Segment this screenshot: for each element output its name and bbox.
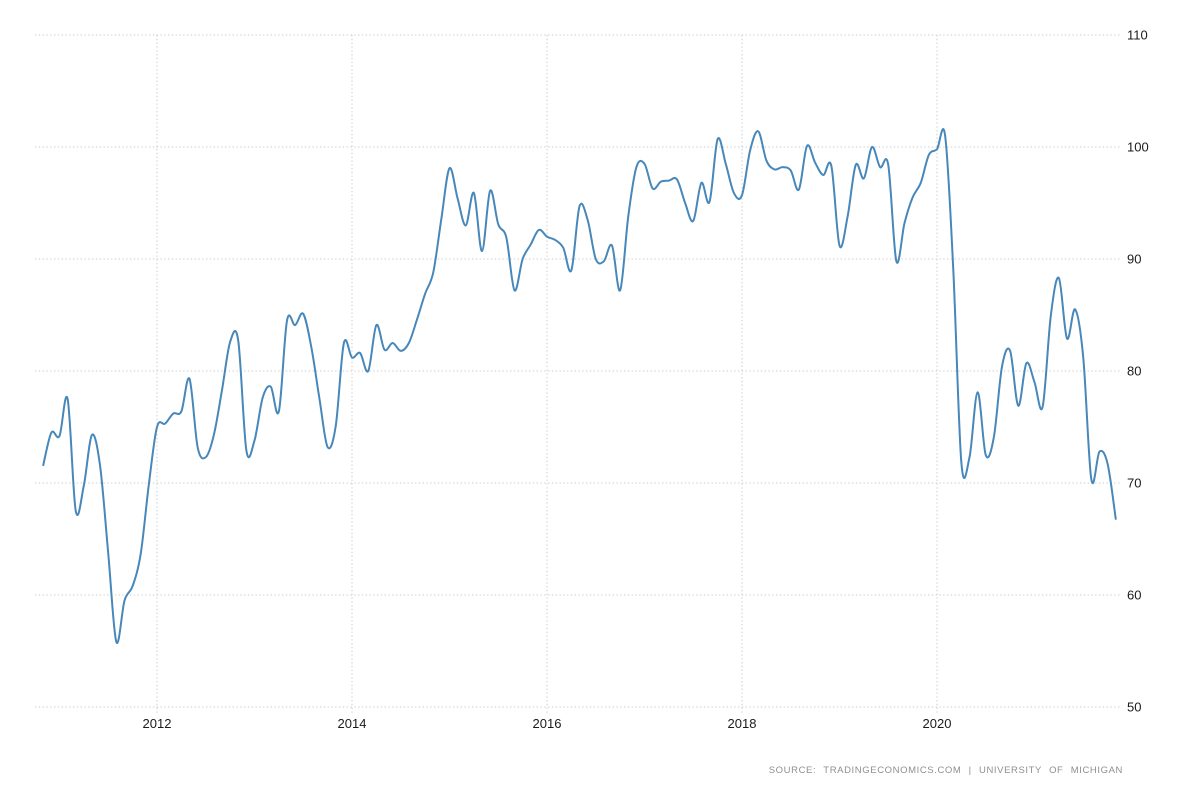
y-axis-tick-label: 80 xyxy=(1127,364,1141,379)
y-axis-tick-label: 60 xyxy=(1127,588,1141,603)
y-axis-tick-label: 90 xyxy=(1127,252,1141,267)
x-axis-tick-label: 2020 xyxy=(923,716,952,731)
x-axis-tick-label: 2012 xyxy=(143,716,172,731)
axis-labels-layer: 110 100 90 80 70 60 50 2012 2014 2016 2018 2020 xyxy=(143,28,1149,732)
consumer-sentiment-line xyxy=(42,128,1117,644)
series-layer xyxy=(42,128,1117,644)
source-attribution: SOURCE: TRADINGECONOMICS.COM | UNIVERSIT… xyxy=(768,765,1123,776)
x-axis-tick-label: 2016 xyxy=(533,716,562,731)
y-axis-tick-label: 100 xyxy=(1127,140,1149,155)
gridlines-layer xyxy=(35,34,1120,714)
y-axis-tick-label: 50 xyxy=(1127,700,1141,715)
x-axis-tick-label: 2014 xyxy=(338,716,367,731)
x-axis-tick-label: 2018 xyxy=(728,716,757,731)
y-axis-tick-label: 70 xyxy=(1127,476,1141,491)
y-axis-tick-label: 110 xyxy=(1127,28,1148,43)
